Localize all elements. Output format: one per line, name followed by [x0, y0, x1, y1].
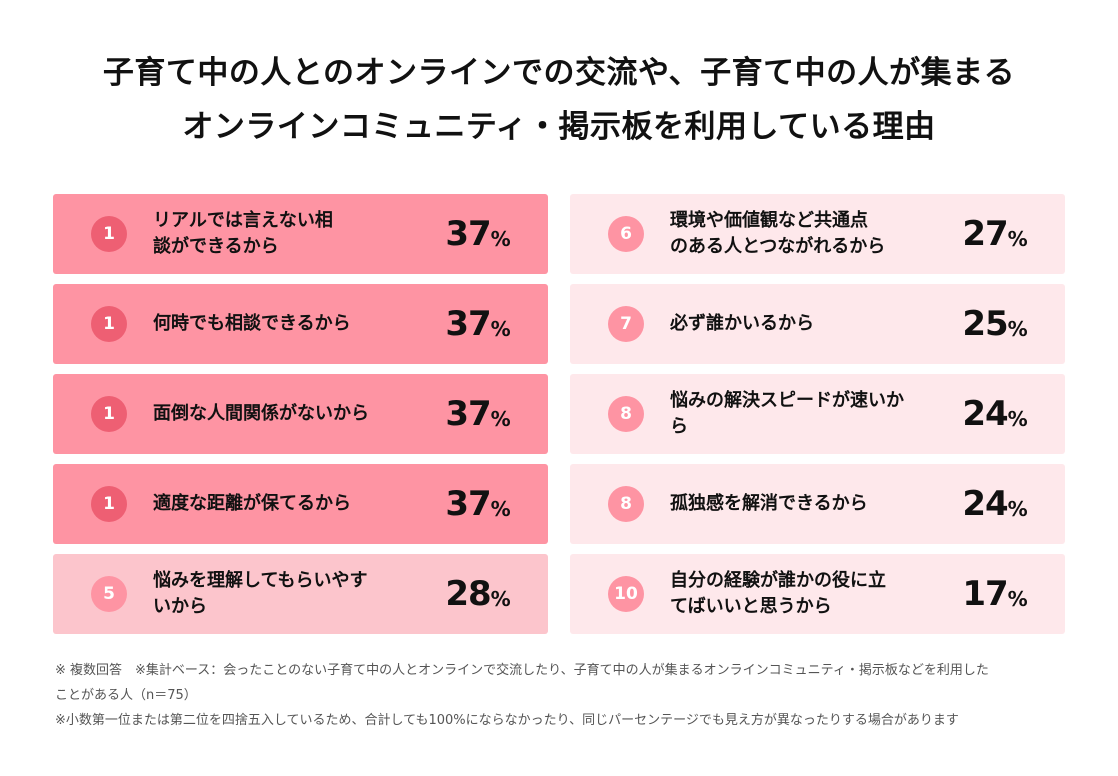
- percentage-value: 37%: [433, 374, 523, 454]
- rank-badge: 1: [91, 396, 127, 432]
- percentage-value: 25%: [950, 284, 1040, 364]
- rank-card: 1 何時でも相談できるから 37%: [53, 284, 548, 364]
- percentage-unit: %: [1007, 497, 1028, 521]
- percentage-number: 24: [962, 484, 1008, 524]
- rank-card: 10 自分の経験が誰かの役に立 てばいいと思うから 17%: [570, 554, 1065, 634]
- reason-label: 必ず誰かいるから: [670, 313, 814, 334]
- rank-badge: 1: [91, 216, 127, 252]
- reason-label: 悩みを理解してもらいやす いから: [153, 570, 368, 617]
- rank-badge: 1: [91, 306, 127, 342]
- rank-card: 8 悩みの解決スピードが速いから 24%: [570, 374, 1065, 454]
- reason-label: 適度な距離が保てるから: [153, 493, 351, 514]
- percentage-unit: %: [490, 227, 511, 251]
- rank-card: 6 環境や価値観など共通点 のある人とつながれるから 27%: [570, 194, 1065, 274]
- percentage-number: 37: [445, 214, 491, 254]
- percentage-value: 28%: [433, 554, 523, 634]
- rank-card: 7 必ず誰かいるから 25%: [570, 284, 1065, 364]
- percentage-unit: %: [490, 407, 511, 431]
- rank-badge: 5: [91, 576, 127, 612]
- percentage-value: 37%: [433, 194, 523, 274]
- footnote-line-2: ことがある人（n＝75）: [55, 688, 197, 703]
- percentage-value: 27%: [950, 194, 1040, 274]
- percentage-value: 24%: [950, 374, 1040, 454]
- percentage-unit: %: [490, 587, 511, 611]
- chart-title-line-1: 子育て中の人とのオンラインでの交流や、子育て中の人が集まる: [102, 55, 1016, 91]
- percentage-number: 37: [445, 484, 491, 524]
- percentage-value: 24%: [950, 464, 1040, 544]
- rank-badge: 1: [91, 486, 127, 522]
- reason-label: 悩みの解決スピードが速いから: [670, 390, 904, 437]
- rank-card: 1 リアルでは言えない相 談ができるから 37%: [53, 194, 548, 274]
- rank-card: 1 適度な距離が保てるから 37%: [53, 464, 548, 544]
- rank-badge: 7: [608, 306, 644, 342]
- percentage-unit: %: [1007, 227, 1028, 251]
- reason-label: 面倒な人間関係がないから: [153, 403, 369, 424]
- percentage-value: 17%: [950, 554, 1040, 634]
- percentage-number: 24: [962, 394, 1008, 434]
- percentage-value: 37%: [433, 464, 523, 544]
- percentage-number: 25: [962, 304, 1008, 344]
- percentage-number: 37: [445, 394, 491, 434]
- footnote-line-1: ※ 複数回答 ※集計ベース：会ったことのない子育て中の人とオンラインで交流したり…: [55, 663, 989, 678]
- rank-card: 8 孤独感を解消できるから 24%: [570, 464, 1065, 544]
- percentage-number: 28: [445, 574, 491, 614]
- rank-badge: 8: [608, 396, 644, 432]
- percentage-number: 27: [962, 214, 1008, 254]
- reason-label: 孤独感を解消できるから: [670, 493, 868, 514]
- reason-label: 自分の経験が誰かの役に立 てばいいと思うから: [670, 570, 886, 617]
- rank-badge: 10: [608, 576, 644, 612]
- rank-badge: 8: [608, 486, 644, 522]
- footnote-line-3: ※小数第一位または第二位を四捨五入しているため、合計しても100%にならなかった…: [55, 713, 959, 728]
- chart-title: 子育て中の人とのオンラインでの交流や、子育て中の人が集まる オンラインコミュニテ…: [0, 46, 1118, 154]
- percentage-number: 37: [445, 304, 491, 344]
- reason-label: リアルでは言えない相 談ができるから: [153, 210, 333, 257]
- percentage-unit: %: [490, 497, 511, 521]
- percentage-unit: %: [1007, 407, 1028, 431]
- percentage-number: 17: [962, 574, 1008, 614]
- percentage-unit: %: [1007, 317, 1028, 341]
- rank-badge: 6: [608, 216, 644, 252]
- chart-title-line-2: オンラインコミュニティ・掲示板を利用している理由: [182, 109, 936, 145]
- percentage-unit: %: [490, 317, 511, 341]
- rank-card: 1 面倒な人間関係がないから 37%: [53, 374, 548, 454]
- percentage-value: 37%: [433, 284, 523, 364]
- percentage-unit: %: [1007, 587, 1028, 611]
- rank-card: 5 悩みを理解してもらいやす いから 28%: [53, 554, 548, 634]
- reason-label: 何時でも相談できるから: [153, 313, 351, 334]
- reason-label: 環境や価値観など共通点 のある人とつながれるから: [670, 210, 886, 257]
- footnotes: ※ 複数回答 ※集計ベース：会ったことのない子育て中の人とオンラインで交流したり…: [55, 658, 1065, 733]
